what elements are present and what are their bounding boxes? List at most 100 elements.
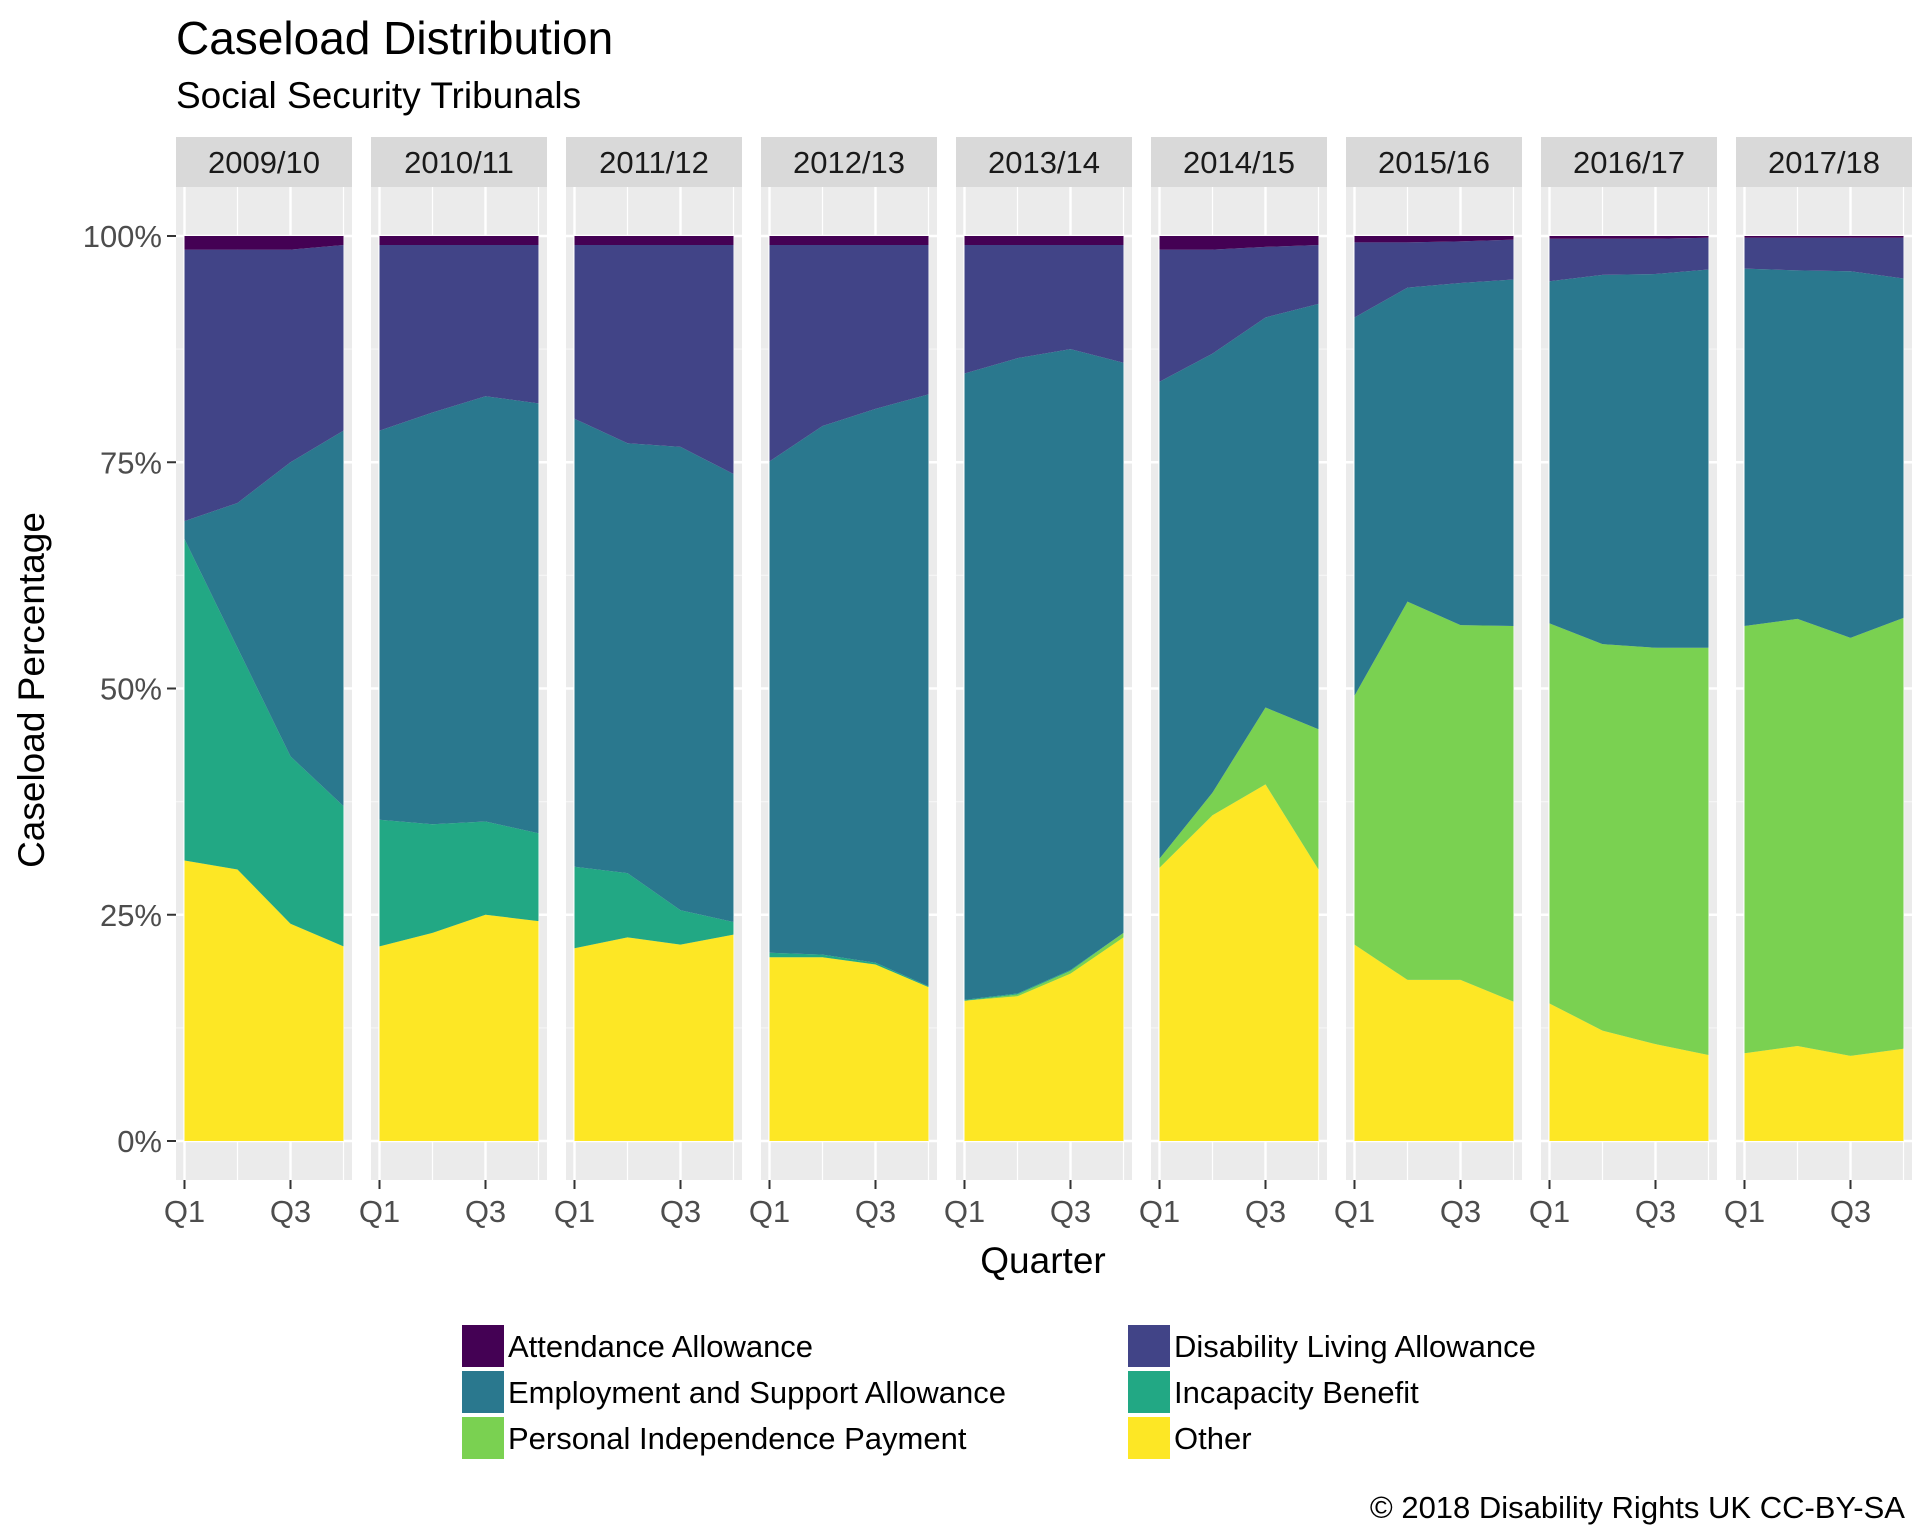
stacked-areas (184, 236, 344, 1141)
area-personal-independence-payment-2014-15 (1159, 707, 1319, 870)
area-other-2012-13 (769, 957, 929, 1141)
y-tick-label: 25% (100, 898, 162, 933)
legend-swatch (462, 1325, 504, 1367)
area-employment-and-support-allowance-2014-15 (1159, 303, 1319, 859)
area-attendance-allowance-2010-11 (379, 236, 539, 246)
legend-item-incapacity-benefit: Incapacity Benefit (1128, 1371, 1419, 1413)
panel-2015-16: 2015/16 Q1 Q3 (1334, 137, 1522, 1229)
area-disability-living-allowance-2010-11 (379, 245, 539, 431)
panel-2011-12: 2011/12 Q1 Q3 (554, 137, 742, 1229)
panel-2012-13: 2012/13 Q1 Q3 (749, 137, 937, 1229)
facet-label: 2013/14 (988, 145, 1100, 180)
area-disability-living-allowance-2015-16 (1354, 239, 1514, 318)
area-personal-independence-payment-2016-17 (1549, 623, 1709, 1056)
area-other-2013-14 (964, 937, 1124, 1141)
y-tick-label: 100% (83, 219, 162, 254)
facet-label: 2014/15 (1183, 145, 1295, 180)
area-other-2015-16 (1354, 944, 1514, 1141)
facet-label: 2012/13 (793, 145, 905, 180)
facet-strip (956, 137, 1132, 187)
legend-label: Employment and Support Allowance (508, 1375, 1006, 1410)
y-tick-label: 50% (100, 672, 162, 707)
x-tick-label: Q3 (1050, 1194, 1091, 1229)
legend-label: Disability Living Allowance (1174, 1329, 1536, 1364)
legend-swatch (1128, 1325, 1170, 1367)
area-other-2016-17 (1549, 1003, 1709, 1141)
stacked-areas (379, 236, 539, 1141)
panel-2009-10: 2009/10 Q1 Q3 (164, 137, 352, 1229)
panel-2017-18: 2017/18 Q1 Q3 (1724, 137, 1912, 1229)
stacked-areas (1549, 236, 1709, 1141)
area-disability-living-allowance-2017-18 (1744, 237, 1904, 279)
legend: Attendance Allowance Disability Living Al… (462, 1325, 1536, 1459)
facet-label: 2017/18 (1768, 145, 1880, 180)
area-disability-living-allowance-2016-17 (1549, 237, 1709, 282)
legend-swatch (1128, 1417, 1170, 1459)
x-tick-label: Q3 (660, 1194, 701, 1229)
x-tick-label: Q3 (270, 1194, 311, 1229)
area-employment-and-support-allowance-2011-12 (574, 418, 734, 922)
area-attendance-allowance-2009-10 (184, 236, 344, 250)
y-tick-label: 0% (117, 1124, 162, 1159)
area-incapacity-benefit-2010-11 (379, 819, 539, 947)
x-tick-label: Q3 (1830, 1194, 1871, 1229)
x-tick-label: Q1 (1139, 1194, 1180, 1229)
legend-swatch (462, 1417, 504, 1459)
area-attendance-allowance-2013-14 (964, 236, 1124, 246)
chart-caption: © 2018 Disability Rights UK CC-BY-SA (1370, 1490, 1905, 1525)
y-axis: 0% 25% 50% 75% 100% (83, 219, 176, 1159)
x-axis-label: Quarter (980, 1240, 1105, 1281)
facet-label: 2011/12 (599, 145, 709, 180)
x-tick-label: Q1 (1724, 1194, 1765, 1229)
area-incapacity-benefit-2009-10 (184, 539, 344, 947)
panel-2013-14: 2013/14 Q1 Q3 (944, 137, 1132, 1229)
stacked-areas (574, 236, 734, 1141)
legend-item-other: Other (1128, 1417, 1252, 1459)
stacked-areas (1744, 236, 1904, 1141)
area-other-2017-18 (1744, 1045, 1904, 1141)
area-disability-living-allowance-2012-13 (769, 245, 929, 462)
x-tick-label: Q1 (1334, 1194, 1375, 1229)
area-attendance-allowance-2012-13 (769, 236, 929, 246)
panel-2014-15: 2014/15 Q1 Q3 (1139, 137, 1327, 1229)
area-incapacity-benefit-2012-13 (769, 952, 929, 988)
facet-strip (761, 137, 937, 187)
facet-strip (1541, 137, 1717, 187)
x-tick-label: Q1 (1529, 1194, 1570, 1229)
area-other-2011-12 (574, 934, 734, 1141)
facet-strip (1151, 137, 1327, 187)
y-axis-label: Caseload Percentage (11, 512, 52, 868)
facet-label: 2015/16 (1378, 145, 1490, 180)
facet-strip (1346, 137, 1522, 187)
area-employment-and-support-allowance-2015-16 (1354, 279, 1514, 696)
area-disability-living-allowance-2009-10 (184, 245, 344, 522)
area-other-2014-15 (1159, 784, 1319, 1141)
stacked-areas (1159, 236, 1319, 1141)
area-employment-and-support-allowance-2009-10 (184, 430, 344, 807)
area-disability-living-allowance-2014-15 (1159, 245, 1319, 382)
stacked-areas (1354, 236, 1514, 1141)
facet-label: 2010/11 (404, 145, 514, 180)
area-employment-and-support-allowance-2017-18 (1744, 268, 1904, 638)
facet-strip (566, 137, 742, 187)
facet-strip (1736, 137, 1912, 187)
facet-strip (176, 137, 352, 187)
legend-swatch (1128, 1371, 1170, 1413)
x-tick-label: Q3 (1245, 1194, 1286, 1229)
area-incapacity-benefit-2011-12 (574, 866, 734, 949)
chart-title: Caseload Distribution (176, 12, 613, 64)
area-other-2009-10 (184, 860, 344, 1141)
legend-item-employment-and-support-allowance: Employment and Support Allowance (462, 1371, 1006, 1413)
legend-label: Incapacity Benefit (1174, 1375, 1419, 1410)
area-attendance-allowance-2014-15 (1159, 236, 1319, 250)
x-tick-label: Q1 (749, 1194, 790, 1229)
stacked-areas (964, 236, 1124, 1141)
area-attendance-allowance-2011-12 (574, 236, 734, 246)
facet-label: 2016/17 (1573, 145, 1685, 180)
stacked-areas (769, 236, 929, 1141)
x-tick-label: Q1 (359, 1194, 400, 1229)
x-tick-label: Q3 (1440, 1194, 1481, 1229)
